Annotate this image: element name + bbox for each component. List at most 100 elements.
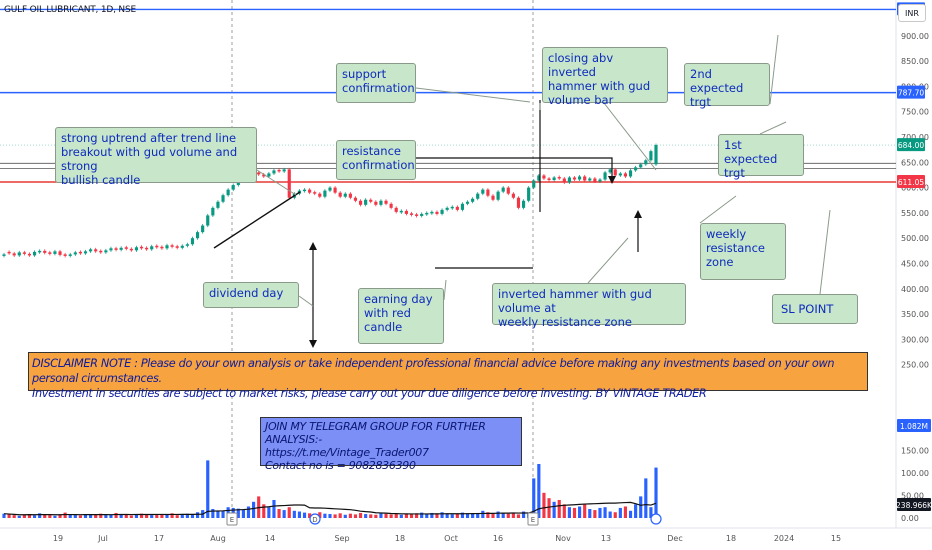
- candle-body: [425, 212, 429, 215]
- candle-body: [450, 206, 454, 209]
- volume-bar: [608, 511, 612, 518]
- candle-body: [567, 177, 571, 183]
- volume-bar: [532, 478, 536, 518]
- candle-body: [598, 179, 602, 182]
- volume-bar: [119, 514, 123, 518]
- candle-body: [542, 175, 546, 179]
- volume-bar: [241, 509, 245, 518]
- volume-bar: [384, 513, 388, 518]
- volume-bar: [333, 514, 337, 518]
- note-resistance[interactable]: resistance confirmation: [336, 140, 416, 180]
- note-support[interactable]: support confirmation: [336, 63, 416, 103]
- candle-body: [78, 251, 82, 254]
- volume-bar: [430, 512, 434, 518]
- candle-body: [460, 203, 465, 210]
- currency-button[interactable]: INR: [898, 4, 926, 22]
- candle-body: [139, 246, 144, 249]
- volume-label-text: 238.966K: [896, 501, 932, 510]
- price-tick-label: 300.00: [901, 335, 929, 344]
- note-hammer[interactable]: inverted hammer with gud volume at weekl…: [492, 283, 686, 329]
- volume-bar: [150, 515, 154, 518]
- note-dividend[interactable]: dividend day: [203, 282, 299, 308]
- volume-bar: [83, 514, 88, 518]
- note-closing[interactable]: closing abv inverted hammer with gud vol…: [542, 47, 668, 107]
- candle-body: [506, 187, 510, 194]
- note-target-2[interactable]: 2nd expected trgt: [684, 63, 770, 109]
- candle-body: [68, 254, 72, 256]
- candle-body: [399, 210, 403, 213]
- dividend-marker: [309, 513, 321, 525]
- volume-bar: [318, 512, 322, 518]
- volume-bar: [63, 512, 67, 518]
- time-tick-label: 14: [265, 534, 275, 543]
- candle-body: [557, 176, 561, 179]
- volume-tick-label: 50.00: [901, 492, 924, 501]
- volume-bar: [287, 507, 291, 518]
- candle-body: [588, 178, 592, 181]
- volume-bar: [649, 507, 653, 518]
- time-tick-label: 2024: [774, 534, 794, 543]
- volume-bar: [369, 514, 373, 518]
- callout-connector: [769, 34, 779, 105]
- note-uptrend[interactable]: strong uptrend after trend line breakout…: [55, 127, 257, 187]
- volume-bar: [557, 500, 561, 518]
- volume-bar: [58, 514, 62, 518]
- candle-body: [532, 180, 536, 188]
- callout-connector: [819, 209, 831, 295]
- time-tick-label: 16: [493, 534, 503, 543]
- candle-body: [32, 251, 37, 256]
- volume-bar: [404, 513, 408, 518]
- candle-body: [358, 200, 363, 205]
- time-tick-label: Jul: [97, 534, 108, 543]
- volume-bar: [465, 513, 470, 518]
- volume-bar: [476, 512, 480, 518]
- candle-body: [195, 232, 200, 239]
- volume-bar: [399, 514, 403, 518]
- candle-body: [353, 197, 358, 201]
- candle-body: [206, 215, 210, 226]
- volume-bar: [94, 514, 98, 518]
- volume-bar: [89, 514, 93, 518]
- note-weekly[interactable]: weekly resistance zone: [700, 223, 786, 280]
- volume-bar: [292, 510, 296, 518]
- volume-tick-label: 0.00: [901, 514, 919, 523]
- price-label-text: 684.00: [898, 141, 924, 150]
- time-tick-label: 13: [601, 534, 611, 543]
- candle-body: [374, 201, 378, 205]
- volume-bar: [364, 514, 368, 518]
- candle-body: [618, 173, 622, 176]
- candle-body: [124, 247, 128, 249]
- candle-body: [318, 193, 322, 197]
- candle-body: [53, 251, 57, 254]
- candle-body: [226, 189, 230, 196]
- time-tick-label: 18: [726, 534, 736, 543]
- volume-bar: [394, 514, 398, 518]
- candle-body: [404, 210, 408, 214]
- earnings-marker: [527, 512, 539, 526]
- volume-bar: [236, 508, 240, 518]
- note-sl-point[interactable]: SL POINT: [772, 294, 858, 324]
- volume-bar: [185, 513, 189, 518]
- volume-bar: [481, 510, 485, 518]
- price-tick-label: 450.00: [901, 260, 929, 269]
- candle-body: [165, 245, 169, 249]
- volume-bar: [496, 511, 500, 518]
- candle-body: [58, 251, 62, 255]
- note-target-1[interactable]: 1st expected trgt: [718, 134, 804, 180]
- volume-bar: [618, 507, 622, 518]
- volume-bar: [409, 514, 414, 518]
- candle-body: [257, 172, 261, 175]
- volume-tick-label: 150.00: [901, 447, 929, 456]
- volume-bar: [328, 514, 332, 518]
- time-tick-label: 19: [53, 534, 63, 543]
- volume-bar: [343, 514, 347, 518]
- volume-tick-label: 100.00: [901, 469, 929, 478]
- volume-bar: [506, 513, 510, 518]
- volume-bar: [420, 512, 424, 518]
- candle-body: [394, 207, 398, 212]
- note-earning[interactable]: earning day with red candle: [358, 288, 444, 344]
- volume-bar: [654, 467, 658, 518]
- hammer-arrowhead: [634, 210, 642, 218]
- candle-body: [99, 250, 103, 253]
